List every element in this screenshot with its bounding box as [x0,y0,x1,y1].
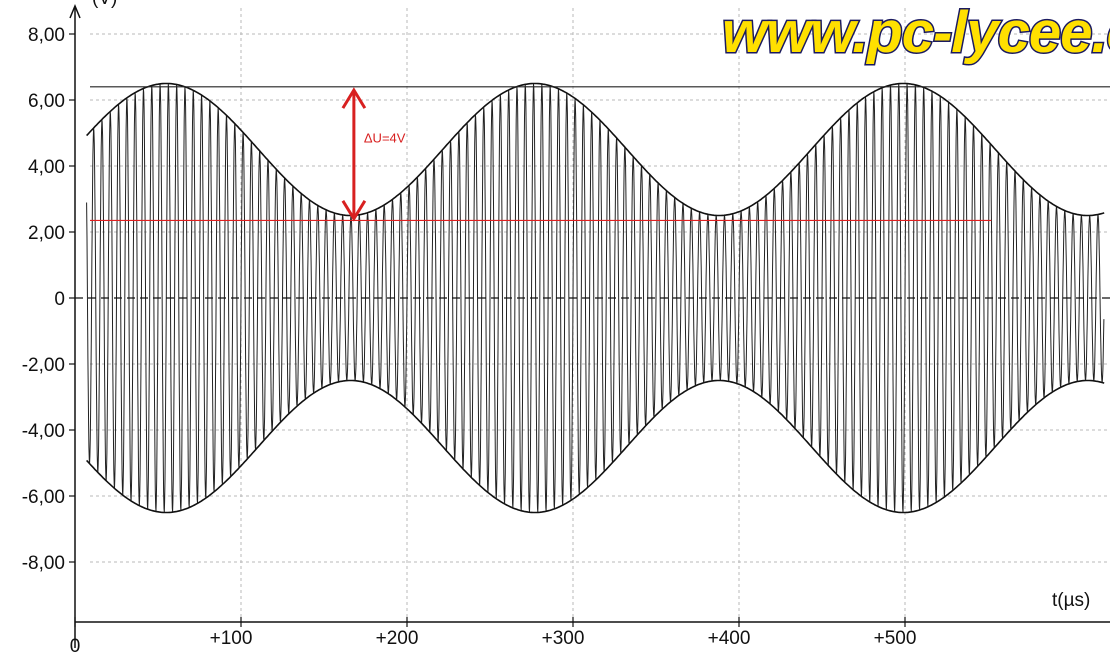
x-tick-label: +500 [874,628,917,649]
annotations: ΔU=4V [341,87,406,222]
y-tick-label: 4,00 [28,157,65,178]
delta-u-arrow-head-top [341,87,367,109]
grid [90,8,1110,622]
x-tick-label: +100 [210,628,253,649]
lower-envelope [86,379,1105,514]
x-tick-label: 0 [70,636,81,655]
reference-lines [75,86,1110,299]
y-axis-label: (V) [92,0,117,9]
delta-u-arrow-head-bottom [341,200,367,222]
y-tick-label: -2,00 [22,355,65,376]
am-signal-line [86,83,1105,513]
delta-u-label: ΔU=4V [364,130,406,145]
y-tick-label: -8,00 [22,553,65,574]
y-tick-label: 6,00 [28,91,65,112]
y-tick-label: -4,00 [22,421,65,442]
upper-envelope [86,82,1105,217]
y-tick-label: 2,00 [28,223,65,244]
y-tick-label: 0 [54,289,65,310]
y-tick-label: -6,00 [22,487,65,508]
x-tick-label: +200 [376,628,419,649]
x-tick-label: +300 [542,628,585,649]
watermark-logo: www.pc-lycee.c [722,0,1110,65]
signal-layer [86,82,1105,514]
y-axis-arrow [69,4,81,19]
y-tick-label: 8,00 [28,25,65,46]
tick-labels: 8,00 6,00 4,00 2,00 0 -2,00 -4,00 -6,00 -8,00 0 +1… [22,0,1091,655]
axes [69,4,1110,648]
x-tick-label: +400 [708,628,751,649]
x-axis-label: t(µs) [1052,590,1090,611]
